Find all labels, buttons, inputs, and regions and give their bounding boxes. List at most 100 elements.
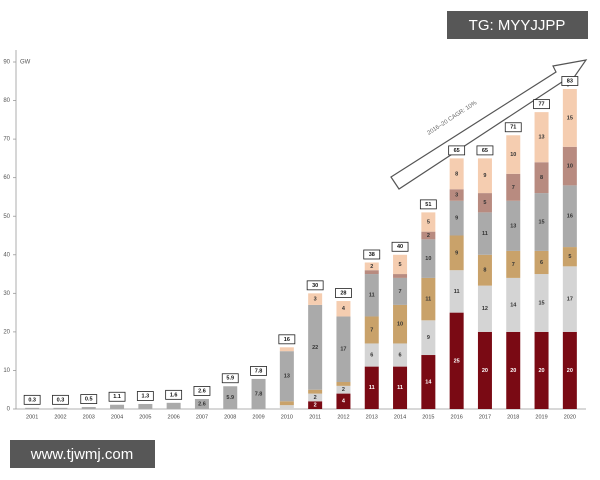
segment-label: 11 — [369, 293, 375, 299]
x-tick-label: 2015 — [422, 414, 434, 420]
bar-segment — [110, 404, 125, 409]
segment-label: 5 — [399, 262, 402, 268]
bar-segment — [477, 254, 492, 286]
bar-segment — [393, 343, 408, 367]
segment-label: 13 — [538, 135, 544, 141]
segment-label: 16 — [567, 214, 573, 220]
bar-segment — [562, 331, 577, 409]
bar-segment — [364, 316, 379, 344]
bar-segment — [477, 285, 492, 332]
segment-label: 2 — [427, 233, 430, 239]
total-label: 5.9 — [226, 376, 234, 382]
bar-segment — [421, 277, 436, 321]
total-box — [108, 391, 126, 402]
bar-segment — [534, 112, 549, 163]
segment-label: 14 — [510, 302, 517, 308]
x-tick-label: 2020 — [564, 414, 576, 420]
bar-segment — [308, 304, 323, 390]
x-tick-label: 2016 — [451, 414, 463, 420]
bar-segment — [421, 231, 436, 240]
bar-segment — [336, 385, 351, 394]
total-box — [165, 389, 183, 400]
bar-segment — [534, 162, 549, 194]
bar-segment — [534, 274, 549, 332]
segment-label: 10 — [397, 322, 403, 328]
total-label: 16 — [284, 337, 290, 343]
segment-label: 10 — [425, 256, 431, 262]
total-box — [52, 394, 69, 405]
segment-label: 25 — [454, 358, 460, 364]
bar-segment — [364, 343, 379, 367]
x-tick-label: 2012 — [337, 414, 349, 420]
bar-segment — [308, 293, 323, 305]
bar-segment — [477, 212, 492, 255]
y-tick-label: 30 — [3, 291, 10, 297]
segment-label: 8 — [483, 268, 486, 274]
total-label: 0.3 — [57, 397, 65, 403]
x-tick-label: 2018 — [507, 414, 519, 420]
bar-segment — [534, 250, 549, 275]
bar-segment — [562, 247, 577, 267]
x-tick-label: 2002 — [54, 414, 66, 420]
segment-label: 7 — [399, 289, 402, 295]
segment-label: 20 — [510, 368, 516, 374]
bar-segment — [336, 382, 351, 386]
segment-label: 14 — [425, 379, 432, 385]
total-label: 28 — [340, 290, 346, 296]
bar-segment — [251, 378, 266, 409]
segment-label: 7 — [370, 327, 373, 333]
total-label: 7.8 — [255, 368, 263, 374]
segment-label: 2 — [342, 387, 345, 393]
segment-label: 5.9 — [226, 395, 234, 401]
segment-label: 10 — [567, 164, 573, 170]
total-label: 83 — [567, 78, 573, 84]
segment-label: 17 — [567, 297, 573, 303]
bar-segment — [506, 135, 521, 174]
segment-label: 5 — [427, 219, 430, 225]
segment-label: 6 — [399, 352, 402, 358]
x-tick-label: 2017 — [479, 414, 491, 420]
total-box — [221, 373, 239, 384]
x-tick-label: 2009 — [252, 414, 264, 420]
total-label: 30 — [312, 283, 318, 289]
segment-label: 9 — [427, 335, 430, 341]
x-tick-label: 2001 — [26, 414, 38, 420]
y-tick-label: 0 — [7, 407, 11, 413]
watermark: TG: MYYJJPP — [469, 17, 566, 34]
bar-segment — [477, 193, 492, 213]
total-box — [391, 241, 409, 252]
total-label: 51 — [425, 202, 431, 208]
x-tick-label: 2008 — [224, 414, 236, 420]
bar-segment — [53, 407, 68, 409]
bar-segment — [449, 200, 464, 236]
segment-label: 3 — [314, 297, 317, 303]
x-tick-label: 2019 — [535, 414, 547, 420]
segment-label: 7 — [512, 185, 515, 191]
bar-segment — [393, 254, 408, 275]
total-box — [504, 122, 522, 133]
segment-label: 9 — [455, 250, 458, 256]
total-box — [448, 145, 466, 156]
bar-segment — [449, 235, 464, 271]
total-box — [250, 366, 267, 376]
segment-label: 8 — [455, 171, 458, 177]
bar-segment — [364, 274, 379, 317]
segment-label: 20 — [482, 368, 488, 374]
segment-label: 11 — [454, 289, 460, 295]
segment-label: 6 — [540, 260, 543, 266]
segment-label: 15 — [538, 219, 544, 225]
bar-segment — [25, 407, 40, 409]
bar-segment — [308, 393, 323, 402]
bar-segment — [223, 386, 238, 409]
watermark-box — [10, 440, 155, 468]
bar-segment — [336, 301, 351, 317]
bar-segment — [393, 277, 408, 305]
total-label: 0.5 — [85, 397, 93, 403]
total-label: 38 — [369, 252, 375, 258]
bar-segment — [393, 274, 408, 278]
bar-segment — [279, 351, 294, 402]
bar-segment — [506, 331, 521, 409]
segment-label: 11 — [425, 297, 431, 303]
bar-segment — [506, 200, 521, 251]
bar-segment — [421, 355, 436, 409]
